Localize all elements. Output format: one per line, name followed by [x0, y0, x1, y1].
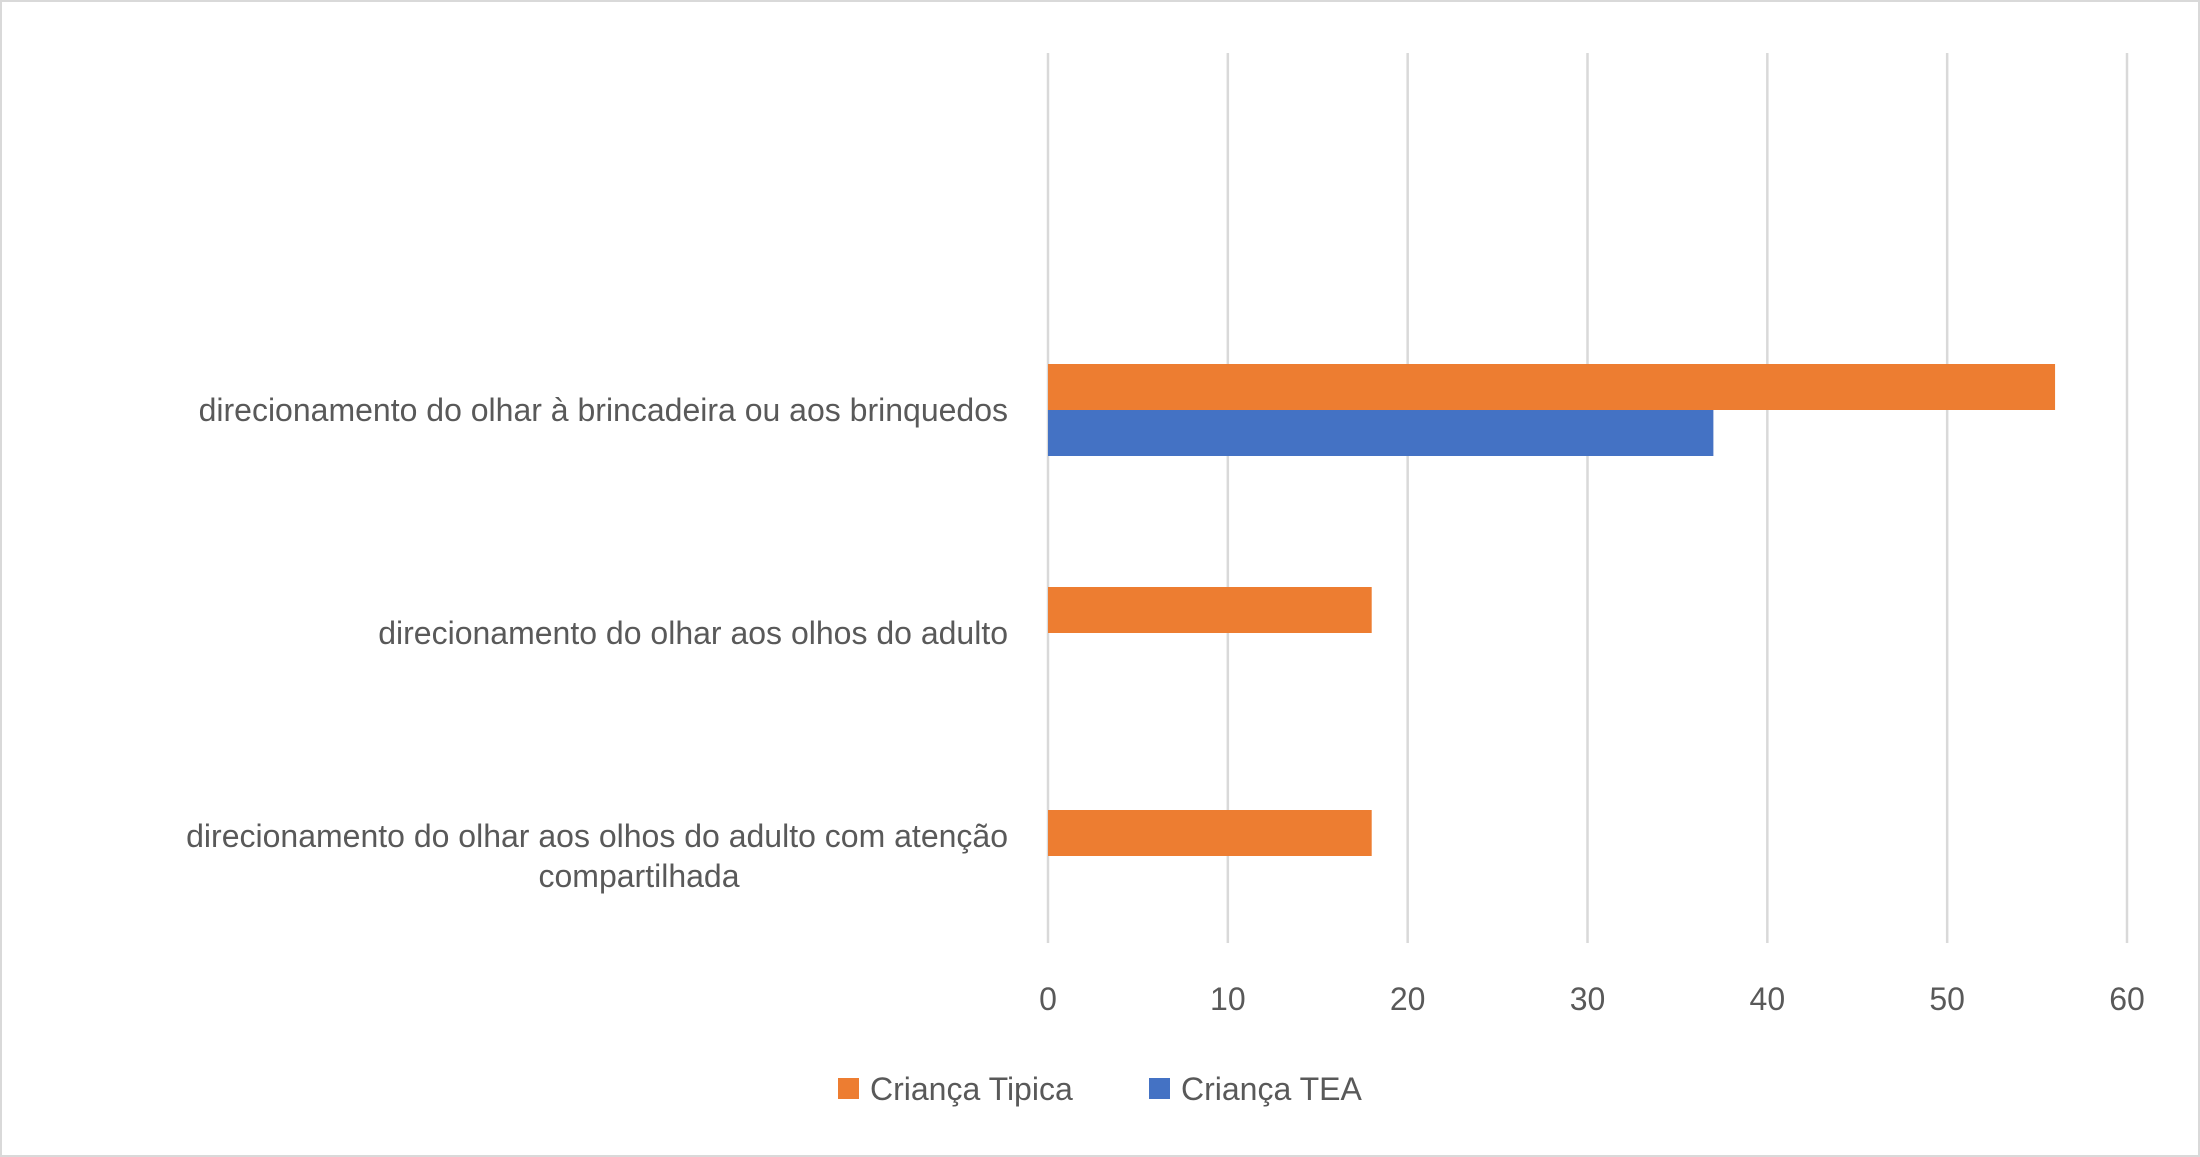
legend-swatch — [1149, 1078, 1170, 1099]
x-tick-label: 20 — [1390, 981, 1426, 1017]
bar-crianca-tipica — [1048, 810, 1372, 856]
x-tick-label: 30 — [1570, 981, 1606, 1017]
bars — [1048, 364, 2056, 856]
gridlines — [1046, 53, 2129, 943]
category-label: direcionamento do olhar aos olhos do adu… — [186, 818, 1008, 854]
legend-label: Criança Tipica — [870, 1071, 1073, 1107]
bar-crianca-tea — [1048, 410, 1714, 456]
bar-crianca-tipica — [1048, 364, 2056, 410]
x-tick-label: 50 — [1929, 981, 1965, 1017]
x-tick-label: 60 — [2109, 981, 2145, 1017]
x-tick-label: 10 — [1210, 981, 1246, 1017]
bar-crianca-tipica — [1048, 587, 1372, 633]
x-axis-ticks: 0 10 20 30 40 50 60 — [1039, 981, 2145, 1017]
category-label: direcionamento do olhar à brincadeira ou… — [199, 392, 1008, 428]
x-tick-label: 0 — [1039, 981, 1057, 1017]
legend: Criança Tipica Criança TEA — [838, 1071, 1362, 1107]
y-axis-categories: direcionamento do olhar à brincadeira ou… — [186, 392, 1008, 894]
category-label: direcionamento do olhar aos olhos do adu… — [378, 615, 1008, 651]
category-label: compartilhada — [539, 858, 740, 894]
x-tick-label: 40 — [1750, 981, 1786, 1017]
legend-swatch — [838, 1078, 859, 1099]
legend-label: Criança TEA — [1181, 1071, 1362, 1107]
